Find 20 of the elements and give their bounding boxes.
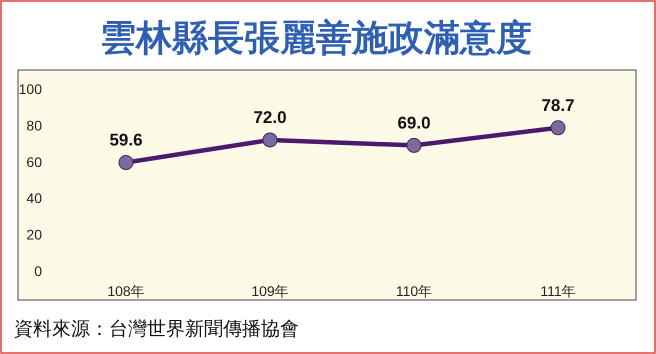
point [118, 155, 134, 170]
data-label: 78.7 [541, 96, 575, 115]
x-tick-label: 109年 [251, 283, 289, 299]
y-tick-label: 80 [26, 117, 42, 134]
y-tick-label: 60 [26, 154, 42, 170]
y-tick-label: 40 [26, 190, 42, 206]
y-tick-label: 100 [18, 81, 42, 97]
y-tick-label: 0 [34, 263, 42, 279]
y-tick-label: 20 [26, 226, 42, 243]
data-label: 59.6 [109, 130, 143, 150]
point [406, 138, 422, 153]
x-tick-label: 108年 [107, 283, 145, 299]
x-tick-label: 110年 [396, 283, 432, 299]
data-label: 72.0 [253, 108, 287, 127]
point [262, 132, 278, 148]
source-note: 資料來源：台灣世界新聞傳播協會 [14, 318, 299, 340]
chart-title: 雲林縣長張麗善施政滿意度 [100, 17, 532, 58]
point [550, 120, 566, 136]
data-label: 69.0 [397, 113, 431, 132]
x-tick-label: 111年 [540, 283, 576, 299]
